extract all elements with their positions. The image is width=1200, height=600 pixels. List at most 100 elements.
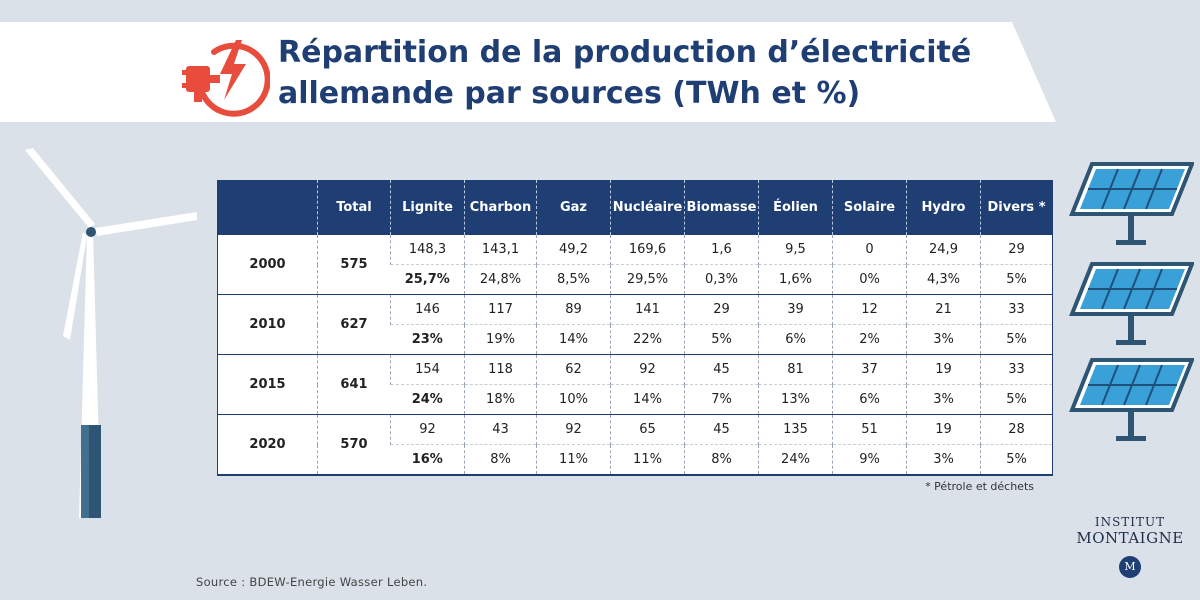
total-cell: 627 — [317, 294, 391, 355]
percent-cell: 11% — [610, 444, 685, 475]
title-banner — [0, 22, 1056, 122]
twh-cell: 92 — [390, 414, 465, 445]
percent-cell: 14% — [536, 324, 611, 355]
table-row: 2015 641 154 118 62 92 45 81 37 19 33 — [217, 354, 1053, 415]
table-body: 2000 575 148,3 143,1 49,2 169,6 1,6 9,5 0 24,9 29 2… — [217, 235, 1053, 475]
production-table: Total Lignite Charbon Gaz Nucléaire Biom… — [217, 180, 1053, 476]
column-header: Nucléaire — [610, 180, 685, 235]
twh-cell: 62 — [536, 354, 611, 385]
percent-cell: 2% — [832, 324, 907, 355]
percent-cell: 25,7% — [390, 264, 465, 295]
percent-cell: 4,3% — [906, 264, 981, 295]
percent-cell: 5% — [980, 324, 1053, 355]
column-header: Solaire — [832, 180, 907, 235]
twh-cell: 169,6 — [610, 235, 685, 265]
logo-seal-icon: M — [1119, 556, 1141, 578]
twh-cell: 19 — [906, 414, 981, 445]
table-row: 23% 19% 14% 22% 5% 6% 2% 3% 5% — [218, 324, 1053, 355]
percent-cell: 22% — [610, 324, 685, 355]
solar-panel-icon — [1069, 162, 1194, 245]
twh-cell: 12 — [832, 294, 907, 325]
percent-cell: 3% — [906, 384, 981, 415]
twh-cell: 143,1 — [464, 235, 537, 265]
percent-cell: 9% — [832, 444, 907, 475]
percent-cell: 19% — [464, 324, 537, 355]
twh-cell: 37 — [832, 354, 907, 385]
twh-cell: 154 — [390, 354, 465, 385]
twh-cell: 24,9 — [906, 235, 981, 265]
solar-panel-icon — [1069, 262, 1194, 345]
percent-cell: 18% — [464, 384, 537, 415]
twh-cell: 1,6 — [684, 235, 759, 265]
twh-cell: 45 — [684, 354, 759, 385]
column-header: Lignite — [390, 180, 465, 235]
percent-cell: 5% — [980, 264, 1053, 295]
column-header: Éolien — [758, 180, 833, 235]
twh-cell: 49,2 — [536, 235, 611, 265]
percent-cell: 7% — [684, 384, 759, 415]
twh-cell: 146 — [390, 294, 465, 325]
percent-cell: 1,6% — [758, 264, 833, 295]
percent-cell: 24,8% — [464, 264, 537, 295]
institut-montaigne-logo: INSTITUT MONTAIGNE M — [1074, 514, 1186, 578]
column-header — [217, 180, 318, 235]
twh-cell: 33 — [980, 354, 1053, 385]
column-header: Charbon — [464, 180, 537, 235]
twh-cell: 117 — [464, 294, 537, 325]
twh-cell: 89 — [536, 294, 611, 325]
percent-cell: 24% — [758, 444, 833, 475]
percent-cell: 23% — [390, 324, 465, 355]
percent-cell: 0% — [832, 264, 907, 295]
percent-cell: 5% — [980, 444, 1053, 475]
percent-cell: 8% — [464, 444, 537, 475]
percent-cell: 10% — [536, 384, 611, 415]
percent-cell: 24% — [390, 384, 465, 415]
column-header: Divers * — [980, 180, 1053, 235]
twh-cell: 148,3 — [390, 235, 465, 265]
percent-cell: 6% — [832, 384, 907, 415]
logo-line-1: INSTITUT — [1094, 515, 1166, 529]
footnote: * Pétrole et déchets — [925, 480, 1034, 493]
table-row: 25,7% 24,8% 8,5% 29,5% 0,3% 1,6% 0% 4,3% 5% — [218, 264, 1053, 295]
year-cell: 2015 — [217, 354, 318, 415]
column-header: Hydro — [906, 180, 981, 235]
percent-cell: 5% — [980, 384, 1053, 415]
percent-cell: 8,5% — [536, 264, 611, 295]
logo-line-2: MONTAIGNE — [1076, 529, 1184, 547]
twh-cell: 135 — [758, 414, 833, 445]
page-title: Répartition de la production d’électrici… — [278, 32, 971, 114]
twh-cell: 39 — [758, 294, 833, 325]
percent-cell: 14% — [610, 384, 685, 415]
percent-cell: 3% — [906, 444, 981, 475]
table-row: 24% 18% 10% 14% 7% 13% 6% 3% 5% — [218, 384, 1053, 415]
percent-cell: 11% — [536, 444, 611, 475]
total-cell: 641 — [317, 354, 391, 415]
table-row: 16% 8% 11% 11% 8% 24% 9% 3% 5% — [218, 444, 1053, 475]
twh-cell: 141 — [610, 294, 685, 325]
twh-cell: 118 — [464, 354, 537, 385]
wind-turbine-icon — [25, 148, 197, 518]
twh-cell: 43 — [464, 414, 537, 445]
twh-cell: 51 — [832, 414, 907, 445]
column-header: Biomasse — [684, 180, 759, 235]
twh-cell: 21 — [906, 294, 981, 325]
twh-cell: 19 — [906, 354, 981, 385]
percent-cell: 6% — [758, 324, 833, 355]
percent-cell: 8% — [684, 444, 759, 475]
title-line-2: allemande par sources (TWh et %) — [278, 76, 861, 111]
total-cell: 575 — [317, 235, 391, 295]
twh-cell: 92 — [536, 414, 611, 445]
twh-cell: 92 — [610, 354, 685, 385]
twh-cell: 45 — [684, 414, 759, 445]
table-row: 2020 570 92 43 92 65 45 135 51 19 28 — [217, 414, 1053, 475]
year-cell: 2000 — [249, 257, 286, 272]
plug-lightning-icon — [182, 40, 270, 117]
title-line-1: Répartition de la production d’électrici… — [278, 35, 972, 70]
year-cell: 2010 — [217, 294, 318, 355]
percent-cell: 29,5% — [610, 264, 685, 295]
table-row: 2000 575 148,3 143,1 49,2 169,6 1,6 9,5 0 24,9 29 — [218, 235, 1053, 295]
percent-cell: 3% — [906, 324, 981, 355]
percent-cell: 13% — [758, 384, 833, 415]
twh-cell: 29 — [980, 235, 1053, 265]
total-cell: 570 — [317, 414, 391, 475]
